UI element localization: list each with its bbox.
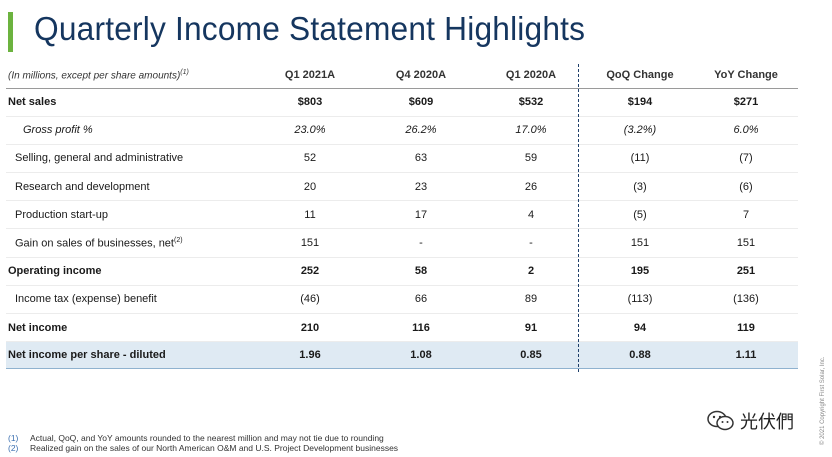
row-label: Net sales xyxy=(6,88,254,117)
row-label: Operating income xyxy=(6,257,254,286)
table-cell: (7) xyxy=(694,144,798,174)
table-cell: 26.2% xyxy=(366,116,476,145)
table-row-eps-diluted: Net income per share - diluted 1.96 1.08… xyxy=(6,341,798,370)
table-cell: (113) xyxy=(586,285,694,315)
actuals-change-divider xyxy=(578,64,579,372)
table-row-rnd: Research and development 20 23 26 (3) (6… xyxy=(6,172,798,202)
table-row-gross-profit: Gross profit % 23.0% 26.2% 17.0% (3.2%) … xyxy=(6,116,798,145)
column-header: Q4 2020A xyxy=(366,62,476,89)
column-header: QoQ Change xyxy=(586,62,694,89)
table-cell: 1.96 xyxy=(254,341,366,370)
table-cell: 17 xyxy=(366,200,476,230)
table-row-sga: Selling, general and administrative 52 6… xyxy=(6,144,798,174)
table-cell: 11 xyxy=(254,200,366,230)
row-label: Gain on sales of businesses, net(2) xyxy=(6,228,254,258)
table-cell: (3) xyxy=(586,172,694,202)
footnote-ref: (1) xyxy=(180,68,189,76)
table-cell: 0.85 xyxy=(476,341,586,370)
column-header: Q1 2021A xyxy=(254,62,366,89)
title-accent-bar xyxy=(8,12,13,52)
table-cell: 89 xyxy=(476,285,586,315)
table-cell: 4 xyxy=(476,200,586,230)
table-cell: $803 xyxy=(254,88,366,117)
table-cell: 63 xyxy=(366,144,476,174)
table-row-operating-income: Operating income 252 58 2 195 251 xyxy=(6,257,798,286)
table-row-net-sales: Net sales $803 $609 $532 $194 $271 xyxy=(6,88,798,117)
table-row-income-tax: Income tax (expense) benefit (46) 66 89 … xyxy=(6,285,798,315)
table-cell: 1.08 xyxy=(366,341,476,370)
table-cell: $609 xyxy=(366,88,476,117)
table-cell: 17.0% xyxy=(476,116,586,145)
table-cell: 7 xyxy=(694,200,798,230)
table-cell: 23 xyxy=(366,172,476,202)
header-label-text: (In millions, except per share amounts) xyxy=(8,69,181,81)
table-cell: (136) xyxy=(694,285,798,315)
table-cell: - xyxy=(366,228,476,258)
table-row-net-income: Net income 210 116 91 94 119 xyxy=(6,313,798,343)
footnote-ref: (2) xyxy=(173,236,183,244)
table-cell: (6) xyxy=(694,172,798,202)
table-cell: 6.0% xyxy=(694,116,798,145)
table-cell: (5) xyxy=(586,200,694,230)
table-cell: 0.88 xyxy=(586,341,694,370)
row-label: Net income xyxy=(6,313,254,343)
table-cell: (3.2%) xyxy=(586,116,694,145)
table-cell: - xyxy=(476,228,586,258)
table-cell: 210 xyxy=(254,313,366,343)
row-label: Research and development xyxy=(6,172,254,202)
table-cell: 195 xyxy=(586,257,694,286)
copyright-text: © 2021 Copyright First Solar, Inc. xyxy=(820,356,826,445)
table-cell: (11) xyxy=(586,144,694,174)
wechat-official-account-icon xyxy=(706,409,736,433)
column-header: YoY Change xyxy=(694,62,798,89)
table-cell: 52 xyxy=(254,144,366,174)
row-label: Net income per share - diluted xyxy=(6,341,254,370)
table-cell: 252 xyxy=(254,257,366,286)
table-cell: 116 xyxy=(366,313,476,343)
footnote-text: Realized gain on the sales of our North … xyxy=(30,443,399,453)
table-row-production-startup: Production start-up 11 17 4 (5) 7 xyxy=(6,200,798,230)
table-cell: 1.11 xyxy=(694,341,798,370)
table-cell: 59 xyxy=(476,144,586,174)
footnote-number: (1) xyxy=(8,433,19,443)
row-label: Gross profit % xyxy=(6,116,254,145)
table-cell: 20 xyxy=(254,172,366,202)
row-label: Income tax (expense) benefit xyxy=(6,285,254,315)
income-statement-table: (In millions, except per share amounts)(… xyxy=(6,62,798,370)
table-cell: 2 xyxy=(476,257,586,286)
table-cell: (46) xyxy=(254,285,366,315)
table-cell: 151 xyxy=(254,228,366,258)
row-label: Selling, general and administrative xyxy=(6,144,254,174)
table-cell: 251 xyxy=(694,257,798,286)
table-header-label: (In millions, except per share amounts)(… xyxy=(6,62,254,89)
footnote: (2) Realized gain on the sales of our Nor… xyxy=(8,443,398,453)
footnote-number: (2) xyxy=(8,443,19,453)
table-cell: 119 xyxy=(694,313,798,343)
page-title: Quarterly Income Statement Highlights xyxy=(34,10,586,47)
table-cell: 94 xyxy=(586,313,694,343)
watermark: 光伏們 xyxy=(706,408,794,434)
footnote-text: Actual, QoQ, and YoY amounts rounded to … xyxy=(30,433,384,443)
table-cell: 151 xyxy=(694,228,798,258)
table-cell: $194 xyxy=(586,88,694,117)
column-header: Q1 2020A xyxy=(476,62,586,89)
table-cell: 91 xyxy=(476,313,586,343)
table-cell: 26 xyxy=(476,172,586,202)
table-cell: 23.0% xyxy=(254,116,366,145)
table-cell: 58 xyxy=(366,257,476,286)
copyright-notice: © 2021 Copyright First Solar, Inc. xyxy=(820,320,830,445)
table-cell: 66 xyxy=(366,285,476,315)
table-header-row: (In millions, except per share amounts)(… xyxy=(6,62,798,89)
watermark-text: 光伏們 xyxy=(740,412,794,433)
row-label: Production start-up xyxy=(6,200,254,230)
table-cell: $271 xyxy=(694,88,798,117)
table-cell: $532 xyxy=(476,88,586,117)
table-row-gain-on-sales: Gain on sales of businesses, net(2) 151 … xyxy=(6,228,798,258)
table-cell: 151 xyxy=(586,228,694,258)
row-label-text: Gain on sales of businesses, net xyxy=(15,237,174,250)
footnote: (1) Actual, QoQ, and YoY amounts rounded … xyxy=(8,433,384,443)
